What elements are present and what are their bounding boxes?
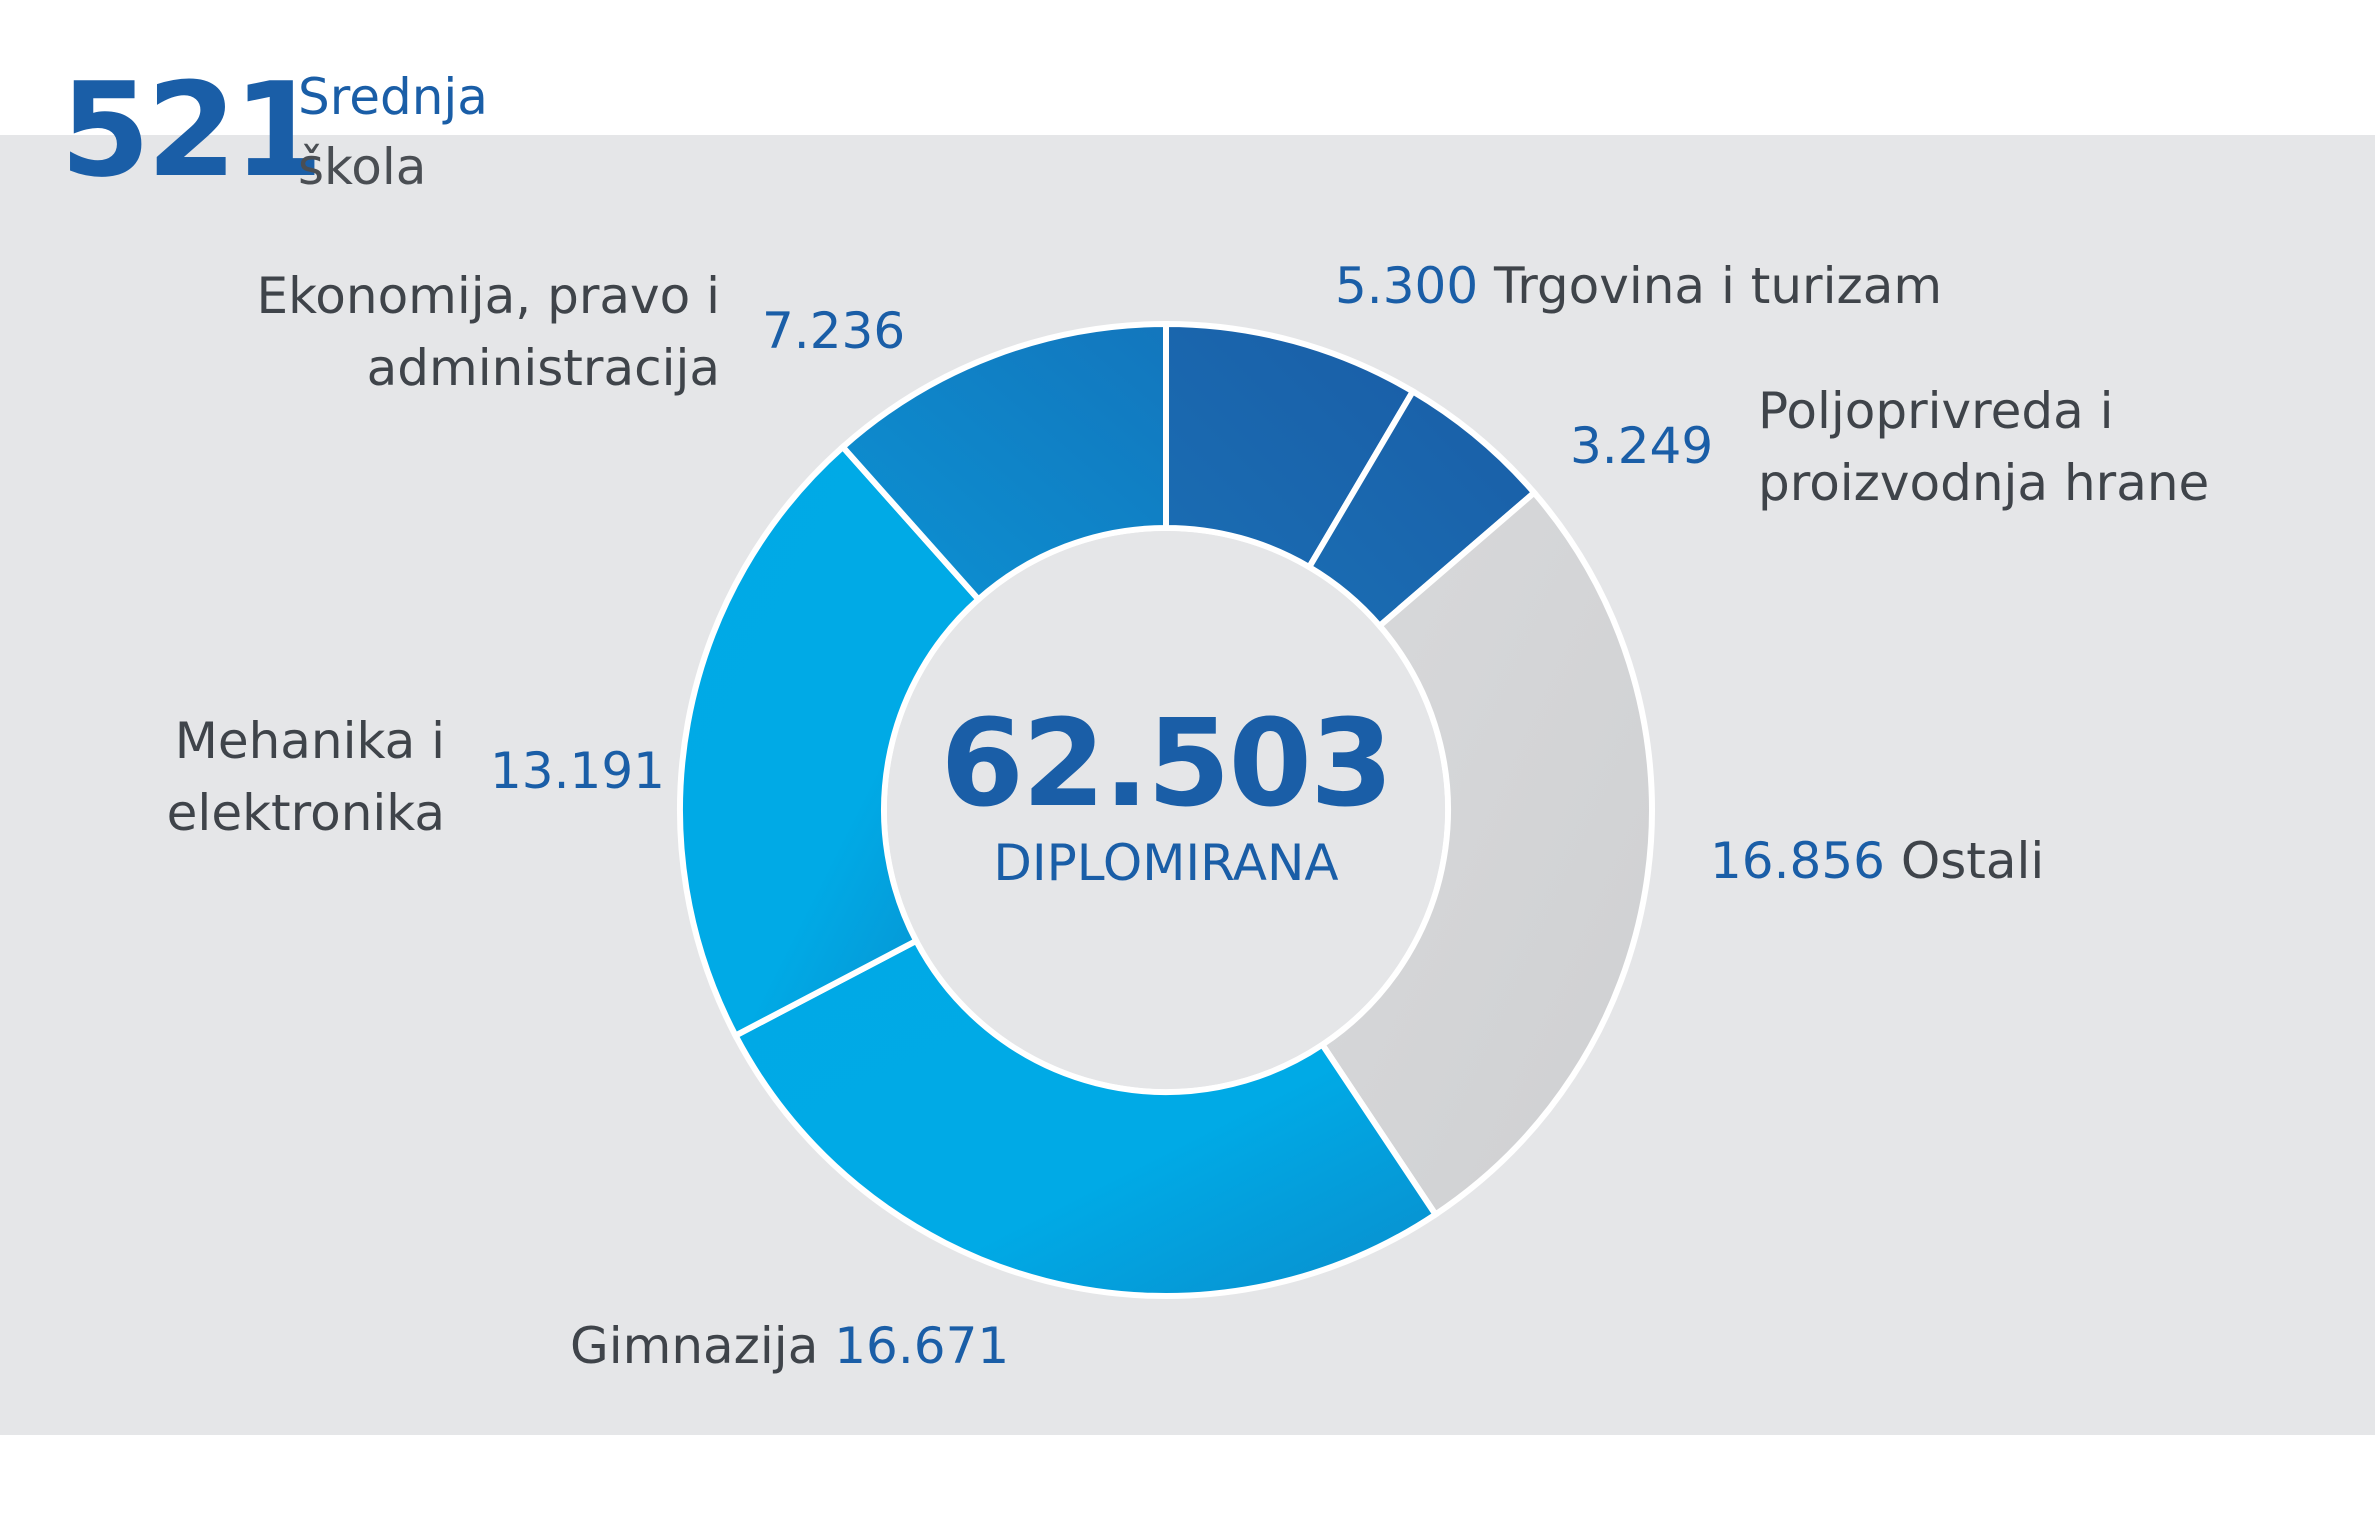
label-mehanika-name-line2: elektronika: [166, 784, 445, 842]
label-ostali-name: Ostali: [1900, 832, 2045, 890]
label-mehanika-name: Mehanika i elektronika: [120, 705, 445, 849]
label-mehanika-name-line1: Mehanika i: [174, 712, 445, 770]
label-ekonomija-value-wrap: 7.236: [762, 295, 905, 367]
label-ekonomija-name-line1: Ekonomija, pravo i: [256, 267, 720, 325]
donut-slice-3: [731, 936, 1440, 1299]
label-trgovina-name: Trgovina i turizam: [1494, 257, 1943, 315]
label-mehanika-value: 13.191: [490, 742, 665, 800]
label-ostali: 16.856 Ostali: [1710, 825, 2044, 897]
total-graduates-value: 62.503: [940, 695, 1393, 834]
label-gimnazija-value: 16.671: [834, 1317, 1010, 1375]
label-poljoprivreda-name: Poljoprivreda i proizvodnja hrane: [1758, 375, 2209, 519]
total-graduates-label: DIPLOMIRANA: [993, 834, 1339, 892]
label-trgovina-value: 5.300: [1335, 257, 1479, 315]
label-poljoprivreda-value: 3.249: [1570, 417, 1714, 475]
donut-slice-5: [838, 320, 1169, 604]
label-gimnazija-name: Gimnazija: [570, 1317, 819, 1375]
label-poljoprivreda-name-line1: Poljoprivreda i: [1758, 382, 2114, 440]
label-ostali-value: 16.856: [1710, 832, 1885, 890]
donut-slice-2: [1318, 488, 1655, 1219]
label-ekonomija-value: 7.236: [762, 302, 906, 360]
label-ekonomija-name-line2: administracija: [366, 339, 720, 397]
label-poljoprivreda-value-wrap: 3.249: [1570, 410, 1713, 482]
donut-hole: [887, 531, 1445, 1089]
label-poljoprivreda-name-line2: proizvodnja hrane: [1758, 454, 2210, 512]
school-count: 521: [60, 54, 323, 206]
school-count-label-line1: Srednja: [298, 68, 488, 126]
school-count-label: Srednja škola: [298, 62, 488, 202]
label-trgovina: 5.300 Trgovina i turizam: [1335, 250, 1942, 322]
label-mehanika-value-wrap: 13.191: [490, 735, 665, 807]
label-ekonomija-name: Ekonomija, pravo i administracija: [180, 260, 720, 404]
label-gimnazija: Gimnazija 16.671: [570, 1310, 1009, 1382]
school-count-label-line2: škola: [298, 138, 427, 196]
donut-slice-4: [677, 442, 983, 1040]
